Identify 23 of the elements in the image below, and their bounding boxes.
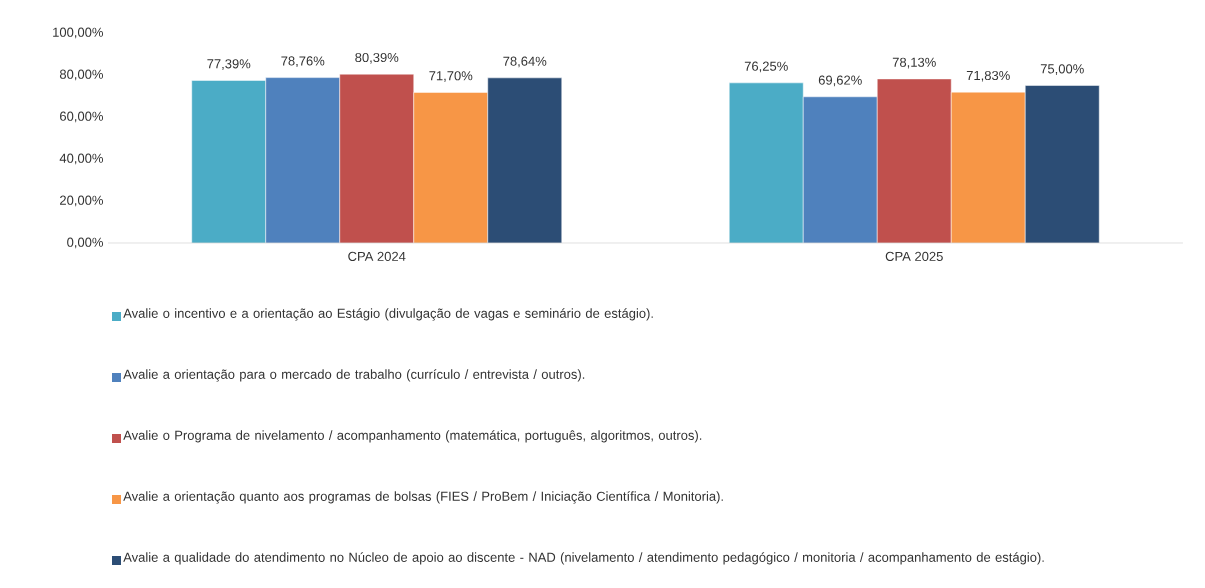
y-tick-label: 20,00% (60, 195, 103, 207)
data-label: 71,70% (429, 71, 473, 82)
legend-label: Avalie o Programa de nivelamento / acompanhamento (matemática, português, algoritmos, outros). (123, 430, 702, 443)
y-tick-label: 100,00% (53, 27, 103, 39)
data-label: 80,39% (355, 52, 399, 64)
data-label: 69,62% (818, 75, 862, 87)
data-label: 75,00% (1040, 64, 1084, 75)
data-label: 76,25% (744, 61, 788, 73)
data-label: 78,64% (503, 56, 547, 68)
y-tick-label: 40,00% (59, 153, 103, 165)
legend-label: Avalie a orientação para o mercado de trabalho (currículo / entrevista / outros). (123, 369, 585, 382)
x-tick-label: CPA 2025 (885, 251, 943, 261)
data-label: 78,76% (281, 56, 325, 68)
legend-label: Avalie a orientação quanto aos programas de bolsas (FIES / ProBem / Iniciação Científica / Monitoria). (123, 491, 723, 504)
x-tick-label: CPA 2024 (348, 251, 406, 261)
legend-label: Avalie a qualidade do atendimento no Núcleo de apoio ao discente - NAD (nivelamento / atendimento pedagógico / monitoria / acompanhamento de estágio). (123, 552, 1044, 565)
legend-label: Avalie o incentivo e a orientação ao Estágio (divulgação de vagas e seminário de estágio). (123, 308, 653, 321)
y-tick-label: 80,00% (59, 69, 103, 81)
y-tick-label: 0,00% (67, 237, 103, 249)
data-label: 78,13% (892, 57, 936, 69)
data-label: 77,39% (207, 59, 251, 70)
data-label: 71,83% (966, 70, 1010, 82)
y-tick-label: 60,00% (60, 111, 103, 123)
